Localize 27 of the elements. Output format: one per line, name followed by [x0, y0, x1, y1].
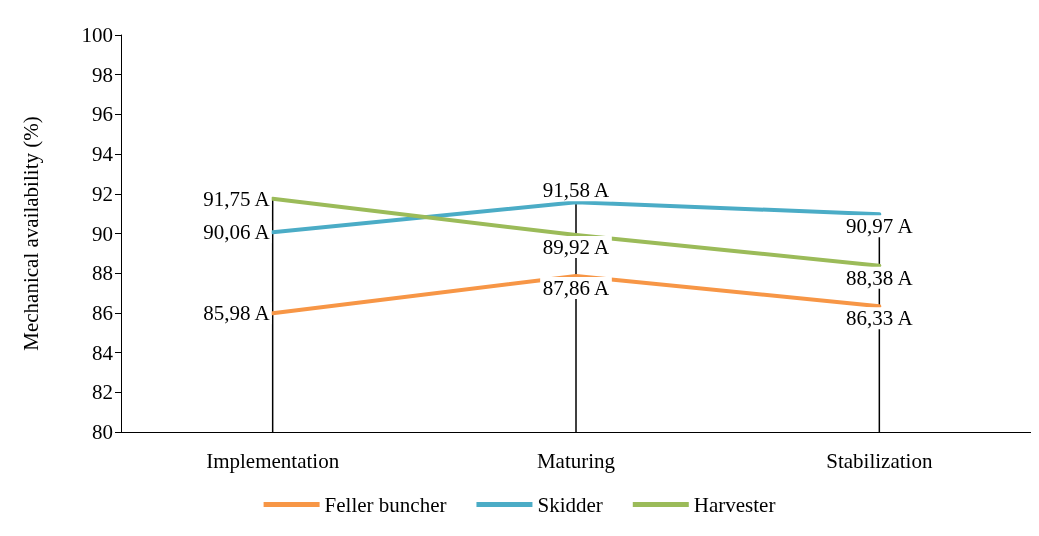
data-label: 90,06 A	[203, 220, 271, 245]
data-label: 85,98 A	[203, 301, 271, 326]
y-tick-label: 100	[81, 23, 113, 47]
y-tick-label: 92	[92, 181, 113, 206]
y-axis-title: Mechanical availability (%)	[18, 116, 43, 351]
data-label: 88,38 A	[846, 265, 914, 290]
legend-label: Skidder	[537, 492, 603, 517]
y-tick-label: 94	[92, 142, 114, 167]
x-tick-label: Implementation	[206, 448, 340, 473]
x-tick-label: Stabilization	[826, 448, 933, 473]
y-tick-label: 88	[92, 261, 113, 286]
data-label: 87,86 A	[542, 275, 611, 300]
y-tick-label: 98	[92, 62, 113, 87]
y-tick-label: 80	[92, 420, 113, 444]
y-tick-label: 82	[92, 380, 113, 405]
data-label: 91,58 A	[542, 178, 611, 203]
legend-label: Feller buncher	[324, 492, 447, 517]
y-tick-label: 90	[92, 221, 113, 246]
y-tick-label: 96	[92, 102, 113, 127]
data-label: 86,33 A	[846, 306, 914, 331]
x-tick-label: Maturing	[536, 448, 616, 473]
data-label: 89,92 A	[542, 235, 611, 260]
y-tick-label: 84	[92, 340, 114, 365]
data-label: 91,75 A	[203, 186, 271, 211]
legend-label: Harvester	[693, 492, 776, 517]
data-label: 90,97 A	[846, 214, 914, 239]
y-tick-label: 86	[92, 300, 113, 325]
